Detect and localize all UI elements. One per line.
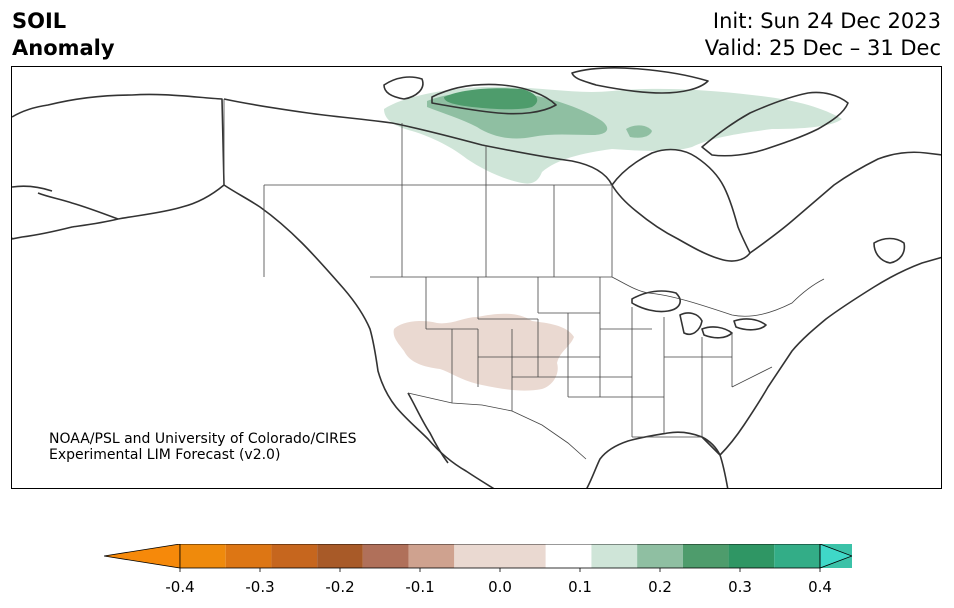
ellesmere-island [571,67,709,94]
colorbar-tick-label: 0.1 [568,578,592,596]
anomaly-fields [384,86,842,391]
colorbar-segment [271,544,318,568]
colorbar-extend-low [104,544,181,569]
newfoundland [873,237,906,264]
variable-name: SOIL [12,9,67,33]
baffin-island [701,91,849,157]
us-canada-border [370,276,825,317]
credit-line-2: Experimental LIM Forecast (v2.0) [49,447,281,463]
colorbar-segment [408,544,455,568]
labrador-coast [749,151,941,254]
plot-title-right: Init: Sun 24 Dec 2023 Valid: 25 Dec – 31… [705,8,941,62]
credit-text: NOAA/PSL and University of Colorado/CIRE… [49,431,357,463]
plot-title-left: SOIL Anomaly [12,8,115,62]
alaska-peninsula [12,185,119,220]
colorbar-tick-label: -0.4 [165,578,195,596]
alaska-coast [12,93,225,240]
hudson-bay [611,148,751,262]
colorbar-segment [682,544,729,568]
anomaly-southwest-dry [393,313,574,391]
colorbar [104,544,852,572]
anomaly-victoria-dark [444,88,538,110]
colorbar-segment [637,544,683,568]
great-lakes [631,290,767,339]
colorbar-tick-label: -0.1 [405,578,435,596]
victoria-island [431,83,557,115]
anomaly-label: Anomaly [12,36,115,60]
map-panel [11,66,942,489]
florida [701,436,729,488]
arctic-mainland-coast [223,98,613,186]
anomaly-arctic-medium-east [626,125,652,138]
colorbar-segment [454,544,546,568]
coastlines [12,67,941,488]
colorbar-segment [774,544,820,568]
colorbar-segment [545,544,592,568]
colorbar-tick-label: 0.3 [728,578,752,596]
canada-provinces [263,123,613,277]
valid-range: Valid: 25 Dec – 31 Dec [704,36,941,60]
us-states [425,277,773,438]
colorbar-segment [362,544,409,568]
gulf-coast [586,431,721,488]
atlantic-coast [719,256,941,456]
north-america-map [12,67,941,488]
colorbar-segment [591,544,638,568]
colorbar-segment [317,544,363,568]
credit-line-1: NOAA/PSL and University of Colorado/CIRE… [49,431,357,447]
init-date: Init: Sun 24 Dec 2023 [712,9,941,33]
colorbar-segment [180,544,226,568]
colorbar-segment [225,544,272,568]
colorbar-segment [728,544,775,568]
political-borders [223,99,825,460]
colorbar-tick-label: 0.4 [808,578,832,596]
us-mexico-border [407,392,587,460]
colorbar-tick-label: -0.2 [325,578,355,596]
banks-island [383,76,424,100]
colorbar-tick-label: -0.3 [245,578,275,596]
baja-coast [407,392,449,464]
pacific-coast [223,184,495,488]
colorbar-tick-label: 0.0 [488,578,512,596]
colorbar-tick-label: 0.2 [648,578,672,596]
